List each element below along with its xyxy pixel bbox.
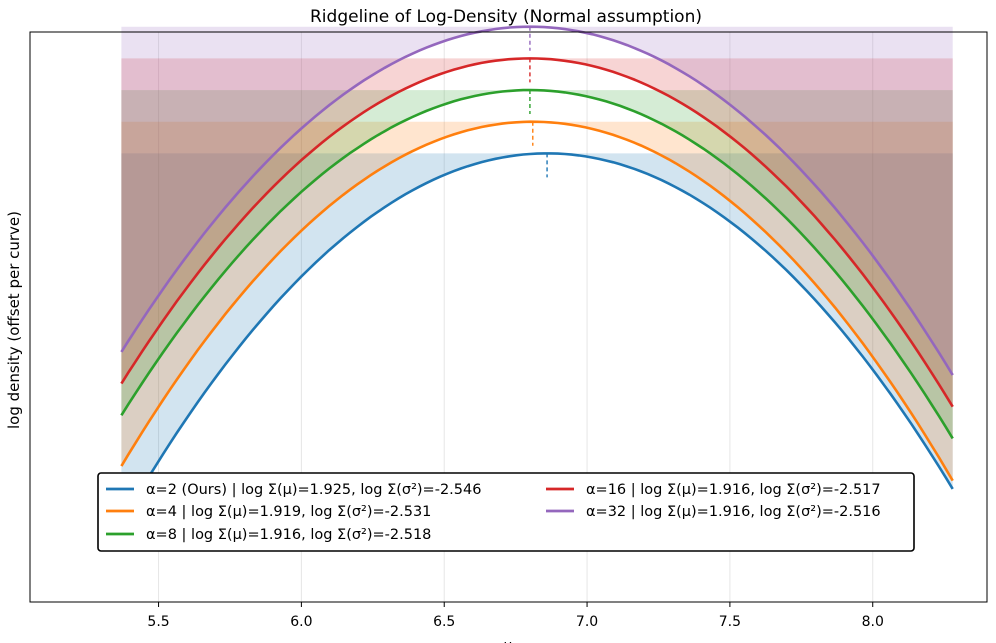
ridge-curve-0 <box>120 152 954 524</box>
x-tick-label: 8.0 <box>862 614 884 630</box>
chart-title: Ridgeline of Log-Density (Normal assumpt… <box>310 7 702 27</box>
legend-label-0: α=2 (Ours) | log Σ(μ)=1.925, log Σ(σ²)=-… <box>146 482 481 498</box>
ridge-curve-4 <box>120 25 954 376</box>
x-tick-label: 7.0 <box>576 614 598 630</box>
legend-box <box>97 472 915 552</box>
legend-label-4: α=32 | log Σ(μ)=1.916, log Σ(σ²)=-2.516 <box>586 504 881 520</box>
legend-label-2: α=8 | log Σ(μ)=1.916, log Σ(σ²)=-2.518 <box>146 527 431 543</box>
x-tick-label: 7.5 <box>719 614 741 630</box>
ridge-fills <box>121 26 953 523</box>
legend: α=2 (Ours) | log Σ(μ)=1.925, log Σ(σ²)=-… <box>97 472 915 552</box>
x-tick-label: 5.5 <box>147 614 169 630</box>
legend-label-3: α=16 | log Σ(μ)=1.916, log Σ(σ²)=-2.517 <box>586 482 881 498</box>
plot-frame <box>29 31 988 603</box>
legend-label-1: α=4 | log Σ(μ)=1.919, log Σ(σ²)=-2.531 <box>146 504 431 520</box>
x-axis-label: μ <box>504 638 513 643</box>
ridge-curve-1 <box>120 120 954 482</box>
ridge-curve-3 <box>120 57 954 408</box>
x-axis-ticks: 5.5 6.0 6.5 7.0 7.5 8.0 <box>147 602 884 630</box>
ridge-fill-1 <box>121 121 953 481</box>
ridge-curve-2 <box>120 88 954 440</box>
x-tick-label: 6.0 <box>290 614 312 630</box>
ridge-curves <box>120 25 954 524</box>
y-axis-label: log density (offset per curve) <box>5 211 23 429</box>
ridge-fill-4 <box>121 26 953 376</box>
x-tick-label: 6.5 <box>433 614 455 630</box>
ridge-fill-3 <box>121 58 953 407</box>
mean-markers <box>529 26 548 178</box>
ridge-fill-2 <box>121 90 953 439</box>
ridge-fill-0 <box>121 153 953 523</box>
